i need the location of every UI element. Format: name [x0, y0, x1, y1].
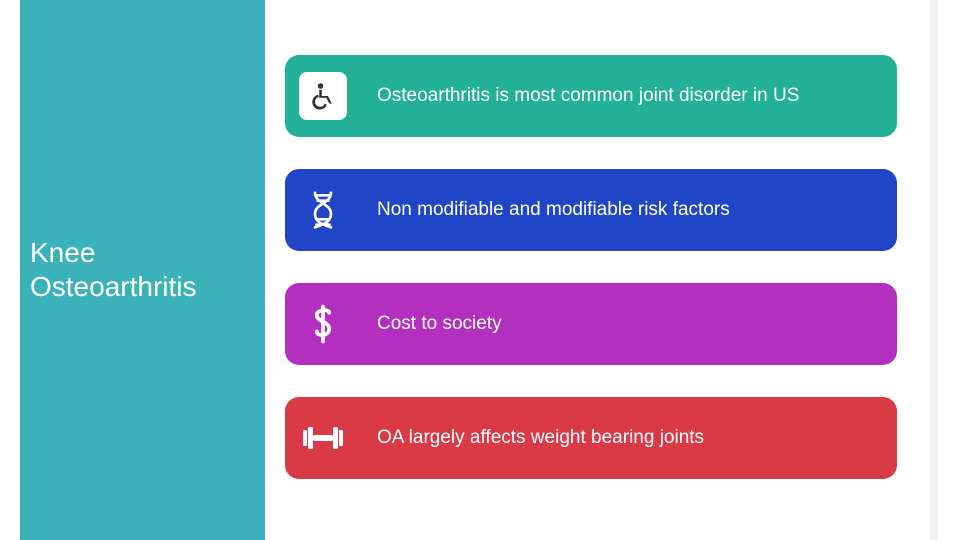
side-panel: Knee Osteoarthritis — [20, 0, 265, 540]
card-text: Cost to society — [377, 313, 502, 335]
slide-title: Knee Osteoarthritis — [30, 236, 245, 303]
card-weight: OA largely affects weight bearing joints — [285, 397, 897, 479]
icon-box — [299, 72, 347, 120]
icon-box — [299, 414, 347, 462]
card-risk: Non modifiable and modifiable risk facto… — [285, 169, 897, 251]
right-margin — [915, 0, 960, 540]
card-text: OA largely affects weight bearing joints — [377, 427, 704, 449]
icon-box — [299, 300, 347, 348]
icon-box — [299, 186, 347, 234]
card-common: Osteoarthritis is most common joint diso… — [285, 55, 897, 137]
cards-column: Osteoarthritis is most common joint diso… — [285, 55, 897, 479]
dumbbell-icon — [301, 424, 345, 452]
card-cost: Cost to society — [285, 283, 897, 365]
card-text: Non modifiable and modifiable risk facto… — [377, 199, 730, 221]
dna-icon — [307, 190, 339, 230]
wheelchair-icon — [308, 81, 338, 111]
slide-stage: Knee Osteoarthritis Osteoarthritis is mo… — [0, 0, 960, 540]
dollar-icon — [309, 304, 337, 344]
card-text: Osteoarthritis is most common joint diso… — [377, 85, 799, 107]
